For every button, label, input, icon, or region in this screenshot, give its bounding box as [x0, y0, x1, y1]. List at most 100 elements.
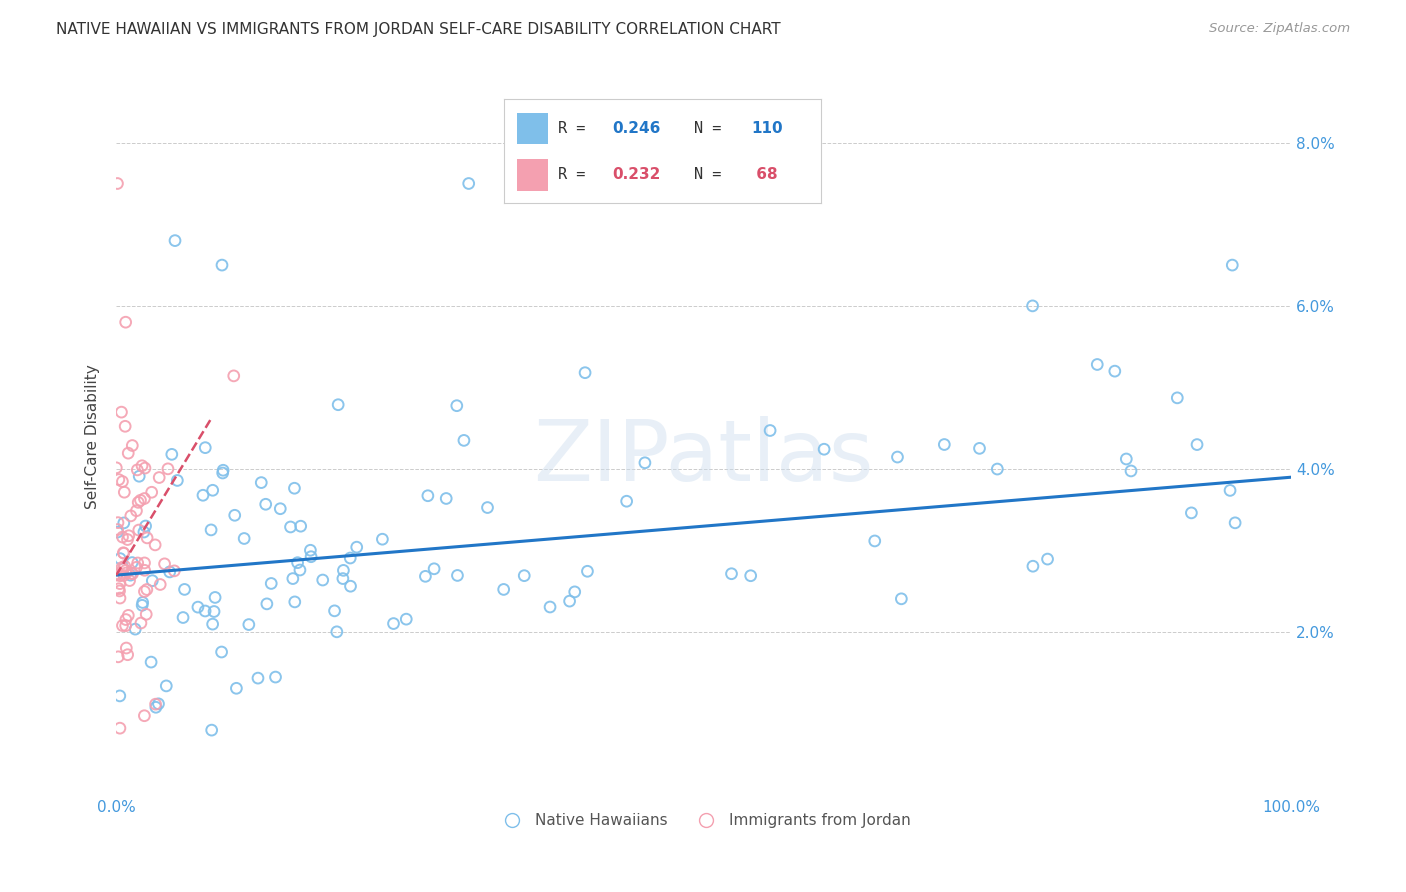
Point [457, 177, 479, 191]
Point [328, 398, 350, 412]
Point [1115, 452, 1137, 467]
Point [863, 533, 886, 548]
Point [1022, 559, 1045, 574]
Point [250, 475, 273, 490]
Point [117, 608, 139, 623]
Point [890, 591, 912, 606]
Point [246, 671, 269, 685]
Point [111, 530, 134, 544]
Point [160, 447, 183, 461]
Point [107, 523, 129, 537]
Point [1166, 391, 1188, 405]
Point [110, 405, 132, 419]
Point [339, 551, 361, 566]
Point [233, 532, 256, 546]
Point [145, 700, 167, 714]
Point [129, 493, 152, 508]
Point [132, 524, 155, 539]
Point [280, 520, 302, 534]
Point [395, 612, 418, 626]
Point [1085, 358, 1108, 372]
Point [118, 529, 141, 543]
Point [125, 504, 148, 518]
Point [720, 566, 742, 581]
Point [299, 549, 322, 564]
Point [173, 582, 195, 597]
Point [434, 491, 457, 506]
Point [108, 721, 131, 735]
Point [492, 582, 515, 597]
Point [108, 473, 131, 487]
Point [135, 519, 157, 533]
Point [128, 469, 150, 483]
Point [616, 494, 638, 508]
Point [254, 497, 277, 511]
Point [108, 583, 131, 598]
Point [121, 556, 143, 570]
Point [1021, 299, 1043, 313]
Point [423, 562, 446, 576]
Point [131, 458, 153, 473]
Point [115, 566, 138, 580]
Point [339, 579, 361, 593]
Point [477, 500, 499, 515]
Point [290, 519, 312, 533]
Point [145, 697, 167, 711]
Point [134, 584, 156, 599]
Point [326, 624, 349, 639]
Point [194, 604, 217, 618]
Point [201, 483, 224, 498]
Point [284, 595, 307, 609]
Point [107, 524, 129, 539]
Point [111, 475, 134, 489]
Point [111, 560, 134, 574]
Point [115, 613, 138, 627]
Point [105, 460, 128, 475]
Point [107, 649, 129, 664]
Point [212, 463, 235, 477]
Point [172, 610, 194, 624]
Point [1220, 258, 1243, 272]
Point [129, 615, 152, 630]
Point [194, 441, 217, 455]
Point [224, 508, 246, 523]
Point [446, 568, 468, 582]
Point [141, 485, 163, 500]
Point [740, 568, 762, 582]
Point [332, 572, 354, 586]
Point [574, 366, 596, 380]
Point [112, 546, 135, 560]
Point [576, 564, 599, 578]
Point [1185, 437, 1208, 451]
Point [114, 618, 136, 632]
Point [134, 556, 156, 570]
Point [136, 531, 159, 545]
Point [886, 450, 908, 464]
Point [1036, 552, 1059, 566]
Point [117, 648, 139, 662]
Point [125, 560, 148, 574]
Point [107, 516, 129, 530]
Point [148, 697, 170, 711]
Point [131, 595, 153, 609]
Point [202, 605, 225, 619]
Point [156, 462, 179, 476]
Point [211, 645, 233, 659]
Point [332, 563, 354, 577]
Legend: Native Hawaiians, Immigrants from Jordan: Native Hawaiians, Immigrants from Jordan [491, 807, 917, 834]
Point [446, 399, 468, 413]
Point [143, 538, 166, 552]
Point [159, 565, 181, 579]
Point [120, 568, 142, 582]
Point [131, 599, 153, 613]
Point [1104, 364, 1126, 378]
Point [108, 551, 131, 566]
Point [153, 557, 176, 571]
Point [134, 491, 156, 506]
Point [1180, 506, 1202, 520]
Point [121, 566, 143, 581]
Point [124, 622, 146, 636]
Point [287, 556, 309, 570]
Point [112, 546, 135, 560]
Point [260, 576, 283, 591]
